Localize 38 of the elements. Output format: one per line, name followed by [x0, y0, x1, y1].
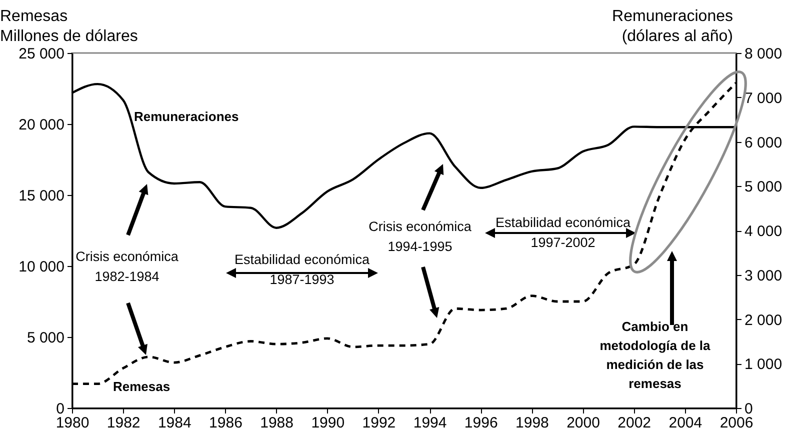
series-label: Remuneraciones: [134, 109, 239, 124]
x-tick-label: 1998: [516, 414, 549, 432]
x-tick-label: 1984: [158, 414, 192, 432]
y2-tick-label: 8 000: [744, 46, 782, 62]
x-tick-label: 1996: [464, 414, 498, 432]
y-tick-label: 15 000: [18, 188, 64, 204]
y-tick-label: 5 000: [26, 330, 64, 346]
annotation: Cambio en metodología de la medición de las remesas: [600, 319, 712, 391]
x-tick-label: 1980: [56, 414, 90, 432]
annotation: Estabilidad económica 1997-2002: [495, 215, 632, 250]
y2-tick-label: 5 000: [744, 178, 782, 196]
y2-tick-label: 3 000: [744, 267, 782, 284]
x-tick-label: 1994: [413, 414, 447, 432]
y2-tick-label: 2 000: [744, 312, 782, 329]
x-tick-label: 1990: [311, 414, 345, 432]
y2-tick-label: 0: [744, 400, 753, 418]
y-tick-label: 25 000: [18, 46, 64, 62]
y-tick-label: 20 000: [18, 116, 64, 134]
y-axis-title: Remesas Millones de dólares: [0, 8, 138, 45]
y2-tick-label: 7 000: [744, 90, 782, 107]
y2-tick-label: 6 000: [744, 134, 782, 152]
x-tick-label: 2002: [618, 414, 652, 432]
x-tick-label: 2004: [668, 414, 702, 432]
y2-tick-label: 4 000: [744, 223, 782, 240]
annotation: Crisis económica 1982-1984: [76, 249, 179, 284]
x-tick-label: 1988: [260, 414, 294, 432]
y-tick-label: 0: [56, 400, 64, 418]
series-label: Remesas: [113, 379, 170, 394]
x-tick-label: 2000: [566, 414, 600, 432]
y-tick-label: 10 000: [18, 258, 64, 276]
annotation: Estabilidad económica 1987-1993: [234, 252, 370, 287]
x-tick-label: 2006: [720, 414, 754, 432]
annotation: Crisis económica 1994-1995: [368, 219, 472, 254]
x-tick-label: 1992: [362, 414, 396, 432]
x-tick-label: 1986: [209, 414, 242, 432]
y2-tick-label: 1 000: [744, 356, 782, 374]
x-tick-label: 1982: [106, 414, 140, 432]
y2-axis-title: Remuneraciones (dólares al año): [612, 8, 733, 45]
